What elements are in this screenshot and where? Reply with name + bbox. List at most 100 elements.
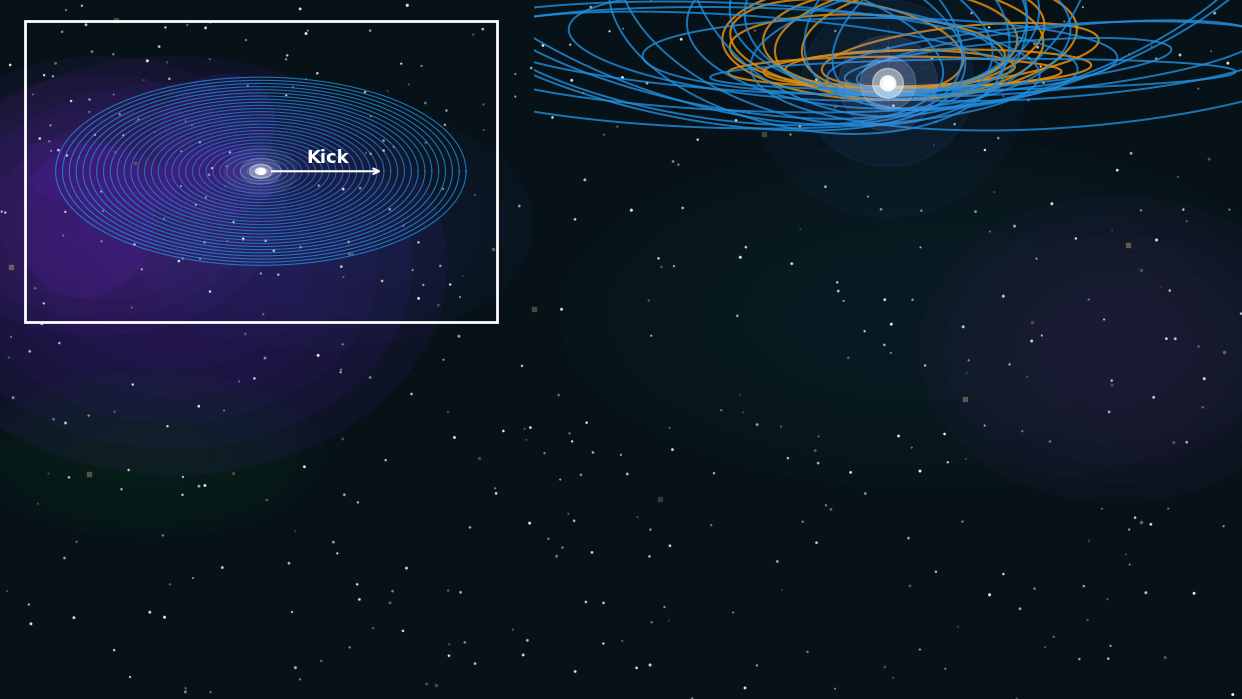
Point [1098,653,1118,664]
Point [384,141,404,152]
Point [816,500,836,511]
Point [333,433,353,445]
Point [212,562,232,573]
Point [230,376,250,387]
Circle shape [256,168,266,175]
Point [360,148,380,159]
Point [79,94,99,105]
Point [1092,503,1112,514]
Point [123,379,143,390]
Point [169,255,189,266]
Point [411,60,431,71]
Point [294,461,314,473]
Point [330,366,350,377]
Point [1025,38,1045,50]
Point [257,494,277,505]
Point [200,286,220,297]
Point [79,468,99,480]
Point [145,127,165,138]
Point [1131,517,1151,528]
Point [220,147,240,158]
Ellipse shape [17,145,155,298]
Point [158,57,178,68]
Point [858,191,878,202]
Point [518,635,538,646]
Point [594,598,614,609]
Point [522,62,542,73]
Point [196,192,216,203]
Point [253,308,273,319]
Point [383,586,402,597]
Point [825,683,845,694]
Point [349,594,369,605]
Point [154,213,174,224]
Point [975,420,995,431]
Point [1220,204,1240,215]
Ellipse shape [37,161,310,370]
Point [611,449,631,461]
Ellipse shape [0,56,447,475]
Point [286,662,306,673]
Point [748,419,768,430]
Point [935,663,955,675]
Point [1098,593,1118,605]
Circle shape [224,147,298,195]
Text: Kick: Kick [306,150,349,168]
Point [53,230,73,241]
Point [215,180,235,192]
Point [361,110,381,122]
Point [979,22,999,33]
Point [155,22,175,33]
Point [612,72,632,83]
Point [723,607,743,618]
Point [104,406,124,417]
Point [1017,82,1037,93]
Point [682,693,702,699]
Point [961,8,981,19]
Point [621,205,641,216]
Point [989,133,1009,144]
Ellipse shape [87,98,534,350]
Ellipse shape [4,134,345,397]
Point [251,268,271,279]
Point [1119,524,1139,535]
Point [790,121,810,132]
Point [277,50,297,61]
Point [959,355,979,366]
Point [1103,225,1123,236]
Point [777,452,797,463]
Point [276,54,296,65]
Point [874,339,894,350]
Point [30,133,50,144]
Point [771,421,791,432]
Point [76,19,96,30]
Point [282,607,302,618]
Point [469,452,489,463]
Point [673,202,693,213]
Point [460,521,479,533]
Point [809,431,828,442]
Point [571,469,591,480]
Point [340,642,360,653]
Circle shape [873,69,903,98]
Point [58,472,78,483]
Point [1125,512,1145,524]
Point [450,291,469,303]
Point [883,672,903,684]
Point [900,580,920,591]
Point [1119,49,1139,60]
Point [1018,94,1038,106]
Point [841,467,861,478]
Point [712,405,732,416]
Point [171,180,191,192]
Point [350,182,370,194]
Point [1151,281,1171,292]
Point [935,428,955,440]
Point [308,350,328,361]
Point [41,145,61,157]
Point [894,86,914,97]
Point [298,25,318,36]
Point [975,145,995,156]
Point [1033,77,1053,88]
Point [953,516,972,527]
